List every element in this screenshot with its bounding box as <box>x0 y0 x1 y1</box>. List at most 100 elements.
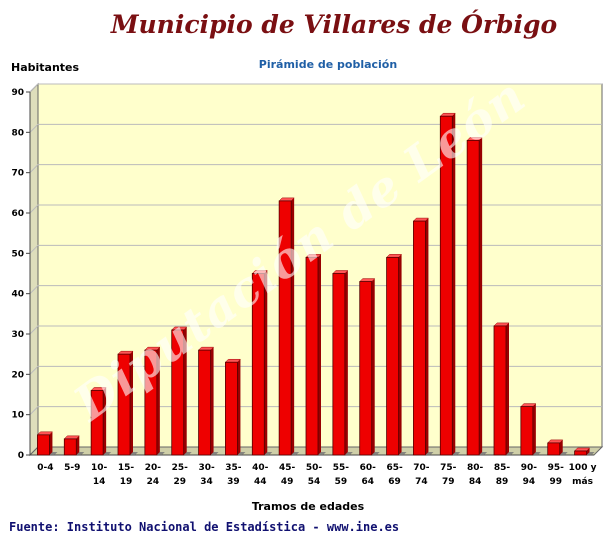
bar-top <box>547 439 564 444</box>
x-tick-label: 20- <box>145 463 162 473</box>
bar <box>305 256 319 456</box>
bar-side <box>479 137 483 455</box>
bar-top <box>573 447 591 452</box>
source-footer: Fuente: Instituto Nacional de Estadístic… <box>9 520 400 534</box>
bar-side <box>264 270 268 455</box>
x-tick-label: 45- <box>279 463 296 473</box>
bar-side <box>183 326 187 455</box>
bar-side <box>506 322 509 455</box>
bar <box>171 329 185 456</box>
bar <box>144 349 158 456</box>
bar-top <box>332 270 349 274</box>
bar-side <box>425 218 429 455</box>
y-tick-label: 60 <box>11 209 24 219</box>
y-tick-label: 90 <box>11 88 24 98</box>
y-tick-label: 70 <box>11 169 24 179</box>
bar-side <box>237 359 241 455</box>
x-tick-label: 15- <box>118 463 135 473</box>
bar <box>439 115 453 456</box>
bar <box>332 273 346 456</box>
chart-title: Pirámide de población <box>258 58 398 71</box>
x-tick-label: 84 <box>469 477 482 487</box>
bar <box>37 434 50 456</box>
x-tick-label: 44 <box>254 477 267 487</box>
x-tick-label: 35- <box>225 463 242 473</box>
population-bar-chart: 0 10 20 30 40 50 60 70 80 90 0-4 5-9 10- 14 15- 19 20- 24… <box>11 82 604 487</box>
x-tick-label: 40- <box>252 463 269 473</box>
x-tick-label: 25- <box>172 463 189 473</box>
bar-top <box>251 270 268 274</box>
gridline <box>29 164 602 174</box>
bar-side <box>156 347 160 455</box>
bar-top <box>520 403 537 407</box>
x-tick-label: 59 <box>335 477 348 487</box>
y-tick-label: 0 <box>18 451 24 461</box>
x-tick-label: 50- <box>306 463 323 473</box>
bar-side <box>532 403 536 455</box>
x-tick-label: 60- <box>360 463 377 473</box>
gridline <box>29 204 602 214</box>
x-tick-label: 10- <box>91 463 108 473</box>
x-tick-label: 49 <box>281 477 294 487</box>
y-tick-label: 20 <box>11 370 24 380</box>
bar <box>251 273 265 456</box>
y-tick-label: 80 <box>11 128 24 138</box>
bar-top <box>197 346 215 351</box>
bar-top <box>224 358 242 363</box>
bar <box>117 353 131 456</box>
x-tick-label: 90- <box>521 463 538 473</box>
bar <box>198 349 211 456</box>
x-tick-label: 89 <box>496 477 509 487</box>
bar-top <box>305 254 322 258</box>
bar <box>413 220 426 456</box>
x-tick-label: 54 <box>308 477 321 487</box>
x-tick-label: 0-4 <box>37 463 53 473</box>
x-tick-label: 94 <box>523 477 536 487</box>
bar-side <box>103 387 107 455</box>
x-axis-label: Tramos de edades <box>251 500 365 513</box>
bar-side <box>76 435 80 455</box>
bar <box>63 438 77 456</box>
bar <box>278 200 292 456</box>
bar-top <box>144 346 161 351</box>
x-tick-label: 29 <box>173 477 186 487</box>
bar-side <box>49 431 53 455</box>
bar-side <box>291 197 295 455</box>
bar-top <box>493 322 510 327</box>
bar-side <box>452 113 456 455</box>
x-tick-label: 99 <box>549 477 562 487</box>
x-tick-label: 95- <box>548 463 565 473</box>
x-tick-label: 30- <box>198 463 215 473</box>
x-tick-label: 69 <box>388 477 401 487</box>
x-tick-label: 80- <box>467 463 484 473</box>
x-tick-label: 24 <box>147 477 160 487</box>
bar-top <box>117 350 134 355</box>
bar <box>574 450 587 456</box>
x-tick-label: 5-9 <box>64 463 80 473</box>
bar-top <box>63 435 80 440</box>
page-title: Municipio de Villares de Órbigo <box>110 10 558 39</box>
bar-top <box>385 254 403 258</box>
x-tick-label: 65- <box>386 463 403 473</box>
bar-side <box>210 347 214 455</box>
x-tick-label: 79 <box>442 477 455 487</box>
y-tick-label: 40 <box>11 290 24 300</box>
bar-top <box>36 431 54 436</box>
x-tick-label: 74 <box>415 477 428 487</box>
gridline <box>29 83 602 93</box>
bar-side <box>371 278 375 455</box>
bar <box>493 325 507 456</box>
bar-top <box>171 326 188 331</box>
bar-side <box>318 254 321 455</box>
bar-top <box>90 387 107 391</box>
x-tick-label: 14 <box>93 477 106 487</box>
bar-top <box>439 112 456 117</box>
y-tick-label: 50 <box>11 249 24 259</box>
x-tick-label: más <box>572 477 593 487</box>
x-tick-label: 64 <box>361 477 374 487</box>
x-tick-label: 100 y <box>569 463 597 473</box>
bar <box>386 256 399 456</box>
bar-top <box>278 197 295 202</box>
x-tick-label: 85- <box>494 463 511 473</box>
bar <box>520 406 534 456</box>
